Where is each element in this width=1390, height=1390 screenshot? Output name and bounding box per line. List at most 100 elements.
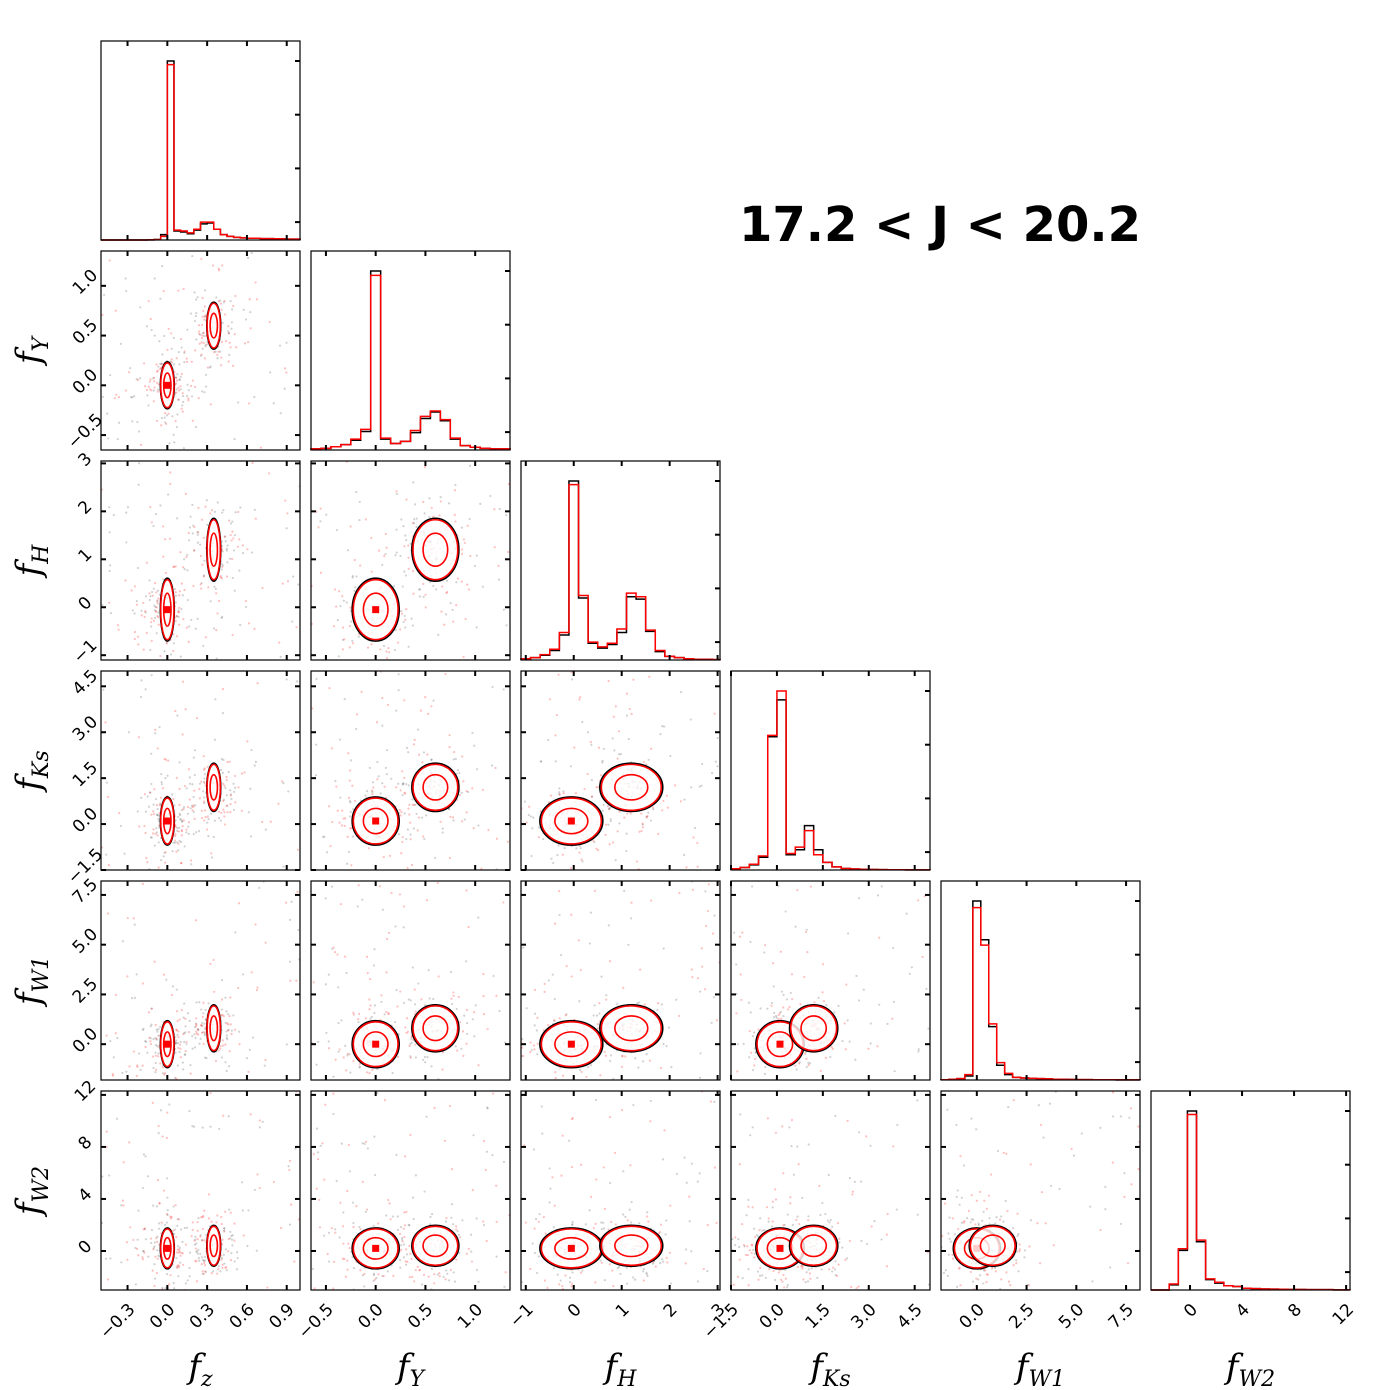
- scatter-point: [794, 1064, 797, 1067]
- scatter-point: [207, 1002, 210, 1005]
- scatter-point: [695, 1051, 697, 1053]
- scatter-point: [106, 912, 110, 915]
- scatter-point: [317, 526, 320, 529]
- scatter-point: [150, 1241, 153, 1245]
- scatter-point: [203, 315, 206, 318]
- scatter-point: [384, 766, 387, 770]
- scatter-point: [183, 351, 186, 354]
- scatter-point: [198, 1259, 201, 1262]
- scatter-point: [141, 1028, 144, 1032]
- scatter-point: [248, 1048, 251, 1051]
- scatter-point: [566, 1085, 568, 1087]
- scatter-point: [185, 787, 188, 790]
- scatter-point: [706, 1224, 709, 1227]
- scatter-point: [222, 1014, 225, 1018]
- scatter-point: [203, 1261, 206, 1265]
- scatter-point: [483, 1139, 486, 1143]
- scatter-point: [210, 856, 214, 859]
- scatter-point: [763, 951, 766, 954]
- scatter-point: [108, 1174, 111, 1177]
- scatter-point: [571, 1223, 574, 1226]
- scatter-point: [203, 1209, 206, 1212]
- scatter-point: [630, 1200, 633, 1204]
- scatter-point: [180, 862, 183, 865]
- contour-inner-red: [362, 1031, 389, 1058]
- scatter-point: [351, 576, 354, 579]
- scatter-point: [230, 327, 233, 330]
- scatter-point: [553, 997, 556, 1001]
- density-peak: [567, 1040, 575, 1048]
- scatter-point: [399, 1225, 403, 1229]
- scatter-point: [229, 346, 232, 349]
- scatter-point: [466, 583, 469, 586]
- scatter-point: [172, 1205, 175, 1208]
- scatter-panel-z-H: [100, 460, 301, 661]
- scatter-point: [448, 808, 451, 811]
- scatter-point: [192, 1125, 196, 1128]
- panel-frame: [520, 670, 721, 871]
- scatter-point: [406, 1260, 409, 1263]
- scatter-point: [843, 1022, 846, 1025]
- scatter-point: [218, 599, 221, 603]
- scatter-point: [216, 501, 219, 504]
- scatter-point: [433, 1273, 436, 1276]
- scatter-point: [227, 332, 230, 335]
- scatter-point: [177, 830, 180, 833]
- scatter-point: [160, 363, 163, 366]
- scatter-point: [387, 1298, 389, 1300]
- scatter-point: [172, 873, 174, 875]
- contour-inner-red: [422, 1015, 449, 1042]
- scatter-point: [234, 294, 237, 298]
- scatter-point: [349, 609, 352, 612]
- histogram-black-W1: [940, 900, 1141, 1081]
- scatter-point: [477, 1064, 480, 1067]
- scatter-point: [571, 1349, 573, 1351]
- scatter-point: [162, 555, 165, 558]
- scatter-point: [465, 1042, 468, 1045]
- scatter-point: [406, 1253, 409, 1256]
- scatter-point: [178, 594, 181, 597]
- scatter-point: [144, 595, 148, 598]
- scatter-point: [200, 1239, 204, 1242]
- scatter-point: [376, 1092, 379, 1095]
- scatter-point: [385, 971, 388, 974]
- scatter-point: [193, 385, 197, 388]
- scatter-point: [525, 821, 528, 824]
- scatter-point: [180, 1297, 182, 1299]
- scatter-point: [750, 885, 754, 888]
- scatter-point: [611, 737, 614, 740]
- scatter-point: [701, 1007, 703, 1009]
- scatter-point: [179, 1040, 182, 1044]
- scatter-point: [185, 1043, 188, 1046]
- scatter-point: [166, 774, 169, 777]
- histogram-panel-Y: [310, 250, 511, 451]
- scatter-point: [162, 290, 165, 293]
- scatter-point: [501, 802, 503, 804]
- scatter-point: [198, 1042, 201, 1045]
- scatter-point: [522, 1054, 525, 1058]
- scatter-point: [564, 1014, 567, 1017]
- scatter-point: [166, 1209, 169, 1212]
- scatter-point: [161, 787, 165, 790]
- scatter-point: [592, 1226, 595, 1230]
- scatter-point: [344, 1275, 348, 1278]
- scatter-point: [213, 585, 216, 588]
- scatter-point: [754, 1051, 757, 1054]
- scatter-point: [395, 988, 398, 992]
- scatter-point: [452, 620, 455, 623]
- scatter-point: [457, 1233, 460, 1236]
- scatter-point: [194, 1026, 197, 1029]
- scatter-point: [412, 827, 415, 830]
- scatter-point: [573, 746, 576, 749]
- scatter-point: [781, 1082, 783, 1084]
- scatter-point: [428, 580, 432, 584]
- scatter-point: [194, 919, 198, 922]
- scatter-point: [333, 951, 337, 954]
- scatter-point: [540, 760, 543, 763]
- scatter-point: [217, 267, 220, 270]
- scatter-point: [598, 1002, 601, 1005]
- scatter-point: [400, 609, 403, 613]
- scatter-point: [337, 891, 339, 893]
- scatter-point: [203, 1032, 206, 1035]
- scatter-point: [772, 985, 775, 988]
